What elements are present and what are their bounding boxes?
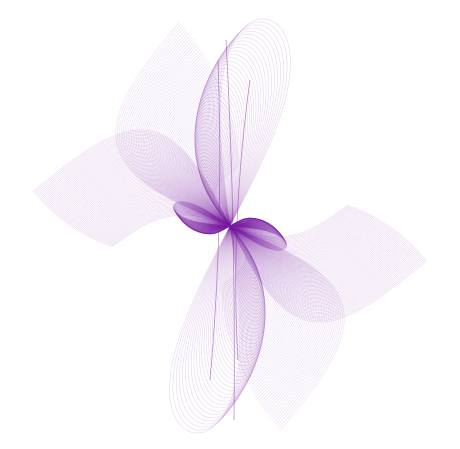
harmonograph-artwork bbox=[0, 0, 460, 449]
artwork-canvas bbox=[0, 0, 460, 449]
